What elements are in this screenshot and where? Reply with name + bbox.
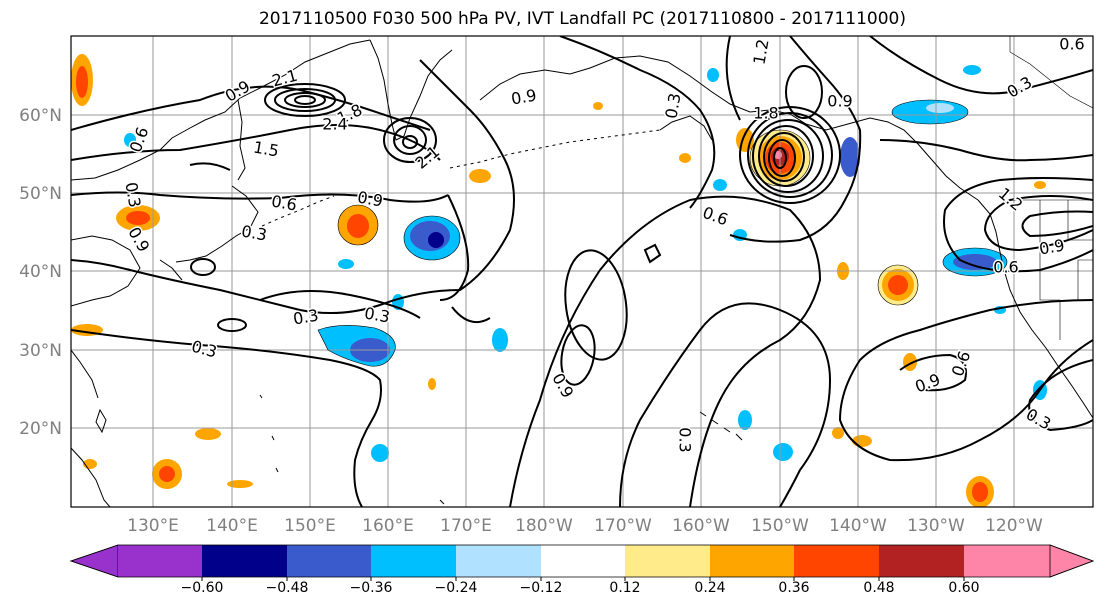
positive-anomaly-patch bbox=[428, 378, 436, 390]
negative-anomaly-patch bbox=[492, 328, 508, 352]
negative-anomaly-patch bbox=[713, 179, 727, 191]
positive-anomaly-patch bbox=[832, 427, 844, 439]
contour-label: 1.8 bbox=[753, 104, 778, 123]
contour-label: 0.6 bbox=[993, 258, 1018, 277]
colorbar-segment bbox=[879, 545, 964, 577]
colorbar-segment bbox=[625, 545, 710, 577]
longitude-label: 120°W bbox=[985, 516, 1043, 536]
positive-anomaly-patch bbox=[679, 153, 691, 163]
negative-anomaly-patch bbox=[707, 68, 719, 82]
colorbar-segment bbox=[456, 545, 541, 577]
positive-anomaly-patch bbox=[195, 428, 221, 440]
pc-outlines bbox=[317, 99, 1008, 367]
colorbar-tick-label: 0.24 bbox=[694, 580, 725, 596]
negative-anomaly-patch bbox=[773, 443, 793, 461]
colorbar-tick-label: 0.48 bbox=[863, 580, 894, 596]
colorbar-outline bbox=[69, 544, 1095, 578]
colorbar-segment bbox=[710, 545, 794, 577]
colorbar-segment bbox=[964, 545, 1050, 577]
negative-anomaly-patch bbox=[840, 137, 860, 177]
positive-anomaly-patch bbox=[227, 480, 253, 488]
colorbar-segment bbox=[287, 545, 371, 577]
positive-anomaly-patch bbox=[593, 102, 603, 110]
latitude-label: 30°N bbox=[19, 341, 62, 361]
positive-anomaly-patch bbox=[966, 476, 994, 507]
contour-label: 0.3 bbox=[676, 427, 695, 452]
colorbar-segment bbox=[118, 545, 202, 577]
negative-anomaly-patch bbox=[892, 100, 968, 124]
colorbar-tick-label: −0.48 bbox=[266, 580, 309, 596]
negative-anomaly-patch bbox=[338, 259, 354, 269]
longitude-label: 180°W bbox=[515, 516, 573, 536]
longitude-label: 150°W bbox=[751, 516, 809, 536]
colorbar-tick-label: 0.36 bbox=[778, 580, 809, 596]
colorbar-tick-label: −0.12 bbox=[520, 580, 563, 596]
longitude-label: 140°E bbox=[206, 516, 258, 536]
positive-anomaly-patch bbox=[852, 435, 872, 447]
longitude-label: 170°E bbox=[440, 516, 492, 536]
positive-anomaly-patch bbox=[1034, 181, 1046, 189]
latitude-label: 40°N bbox=[19, 262, 62, 282]
longitude-label: 160°E bbox=[362, 516, 414, 536]
contour-label: 0.9 bbox=[1038, 235, 1066, 258]
longitude-label: 140°W bbox=[829, 516, 887, 536]
colorbar: −0.60 −0.48 −0.36 −0.24 −0.12 0.12 0.24 0.36 0.4… bbox=[69, 544, 1095, 596]
colorbar-tick-label: −0.60 bbox=[181, 580, 224, 596]
colorbar-segment bbox=[202, 545, 287, 577]
negative-anomaly-patch bbox=[371, 444, 389, 462]
positive-anomaly-patch bbox=[469, 169, 491, 183]
latitude-labels: 60°N 50°N 40°N 30°N 20°N bbox=[19, 106, 62, 439]
positive-anomaly-patch bbox=[116, 205, 160, 231]
colorbar-extend-min bbox=[69, 544, 119, 578]
colorbar-segment bbox=[794, 545, 879, 577]
positive-anomaly-patch bbox=[71, 54, 93, 106]
latitude-label: 60°N bbox=[19, 106, 62, 126]
contour-label: 0.6 bbox=[1059, 35, 1084, 54]
pv-contours bbox=[71, 36, 1093, 507]
negative-anomaly-patch bbox=[738, 410, 752, 430]
longitude-label: 160°W bbox=[672, 516, 730, 536]
contour-label: 0.9 bbox=[827, 92, 852, 111]
positive-anomaly-patch bbox=[338, 205, 378, 245]
negative-anomaly-patch bbox=[404, 216, 460, 260]
negative-anomaly-patch bbox=[124, 133, 136, 147]
contour-label: 0.3 bbox=[240, 221, 268, 244]
map-gridlines bbox=[71, 36, 1093, 507]
longitude-label: 150°E bbox=[284, 516, 336, 536]
longitude-label: 170°W bbox=[594, 516, 652, 536]
positive-anomaly-patch bbox=[152, 459, 182, 489]
map-panel: 0.9 2.11.82.41.5 2.10.90.6 0.90.30.30.3 0.31… bbox=[71, 35, 1093, 507]
map-title: 2017110500 F030 500 hPa PV, IVT Landfall… bbox=[258, 9, 906, 29]
colorbar-tick-label: 0.12 bbox=[609, 580, 640, 596]
longitude-labels: 130°E 140°E 150°E 160°E 170°E 180°W 170°W 160°W… bbox=[127, 516, 1043, 536]
contour-label: 0.6 bbox=[270, 191, 298, 214]
colorbar-tick-label: −0.36 bbox=[350, 580, 393, 596]
positive-anomaly-patch bbox=[878, 265, 918, 305]
map-frame bbox=[70, 35, 1094, 508]
latitude-label: 20°N bbox=[19, 419, 62, 439]
colorbar-extend-max bbox=[1049, 544, 1095, 578]
longitude-label: 130°E bbox=[127, 516, 179, 536]
negative-anomaly-patch bbox=[963, 65, 981, 75]
latitude-label: 50°N bbox=[19, 184, 62, 204]
colorbar-tick-label: 0.60 bbox=[948, 580, 979, 596]
colorbar-segment bbox=[541, 545, 625, 577]
colorbar-tick-label: −0.24 bbox=[435, 580, 478, 596]
contour-label: 2.4 bbox=[322, 115, 347, 134]
colorbar-segment bbox=[371, 545, 456, 577]
longitude-label: 130°W bbox=[907, 516, 965, 536]
